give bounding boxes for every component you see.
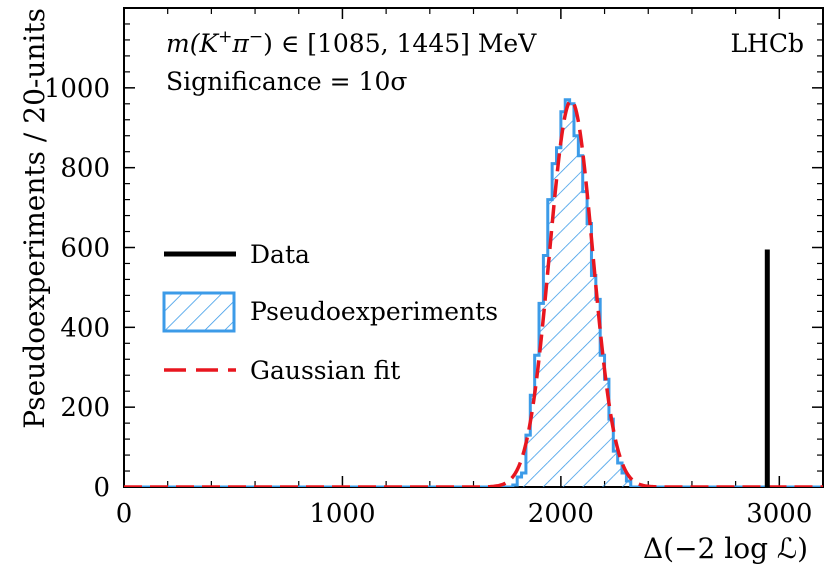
significance-annotation: Significance = 10σ [166,67,407,96]
y-tick-label: 600 [60,234,110,264]
mass-range-annotation: m(K+π−) ∈ [1085, 1445] MeV [166,27,537,58]
x-tick-label: 0 [116,499,133,529]
histogram-bin [626,481,631,487]
histogram-bin [622,473,627,487]
legend-pseudoexperiments-label: Pseudoexperiments [250,297,498,326]
gaussian-fit-curve [124,98,823,487]
histogram-bin [600,355,605,487]
mass-range-prefix: m(K [166,29,219,58]
mass-range-suffix: ) ∈ [1085, 1445] MeV [263,29,537,58]
legend-pseudoexperiments-swatch [162,291,236,333]
histogram-outline [124,98,823,487]
axis-ticks [123,8,823,488]
legend-data-label: Data [250,240,310,269]
y-tick-labels: 0 200 400 600 800 1000 [44,74,110,503]
histogram-bin [569,103,574,487]
histogram-bin [539,303,544,487]
mass-range-pi: π [231,29,249,58]
histogram-bin [556,147,561,487]
x-tick-label: 1000 [309,499,375,529]
legend-gaussian-fit-label: Gaussian fit [250,356,400,385]
y-tick-label: 800 [60,154,110,184]
histogram-bin [617,463,623,487]
x-axis-title: Δ(−2 log ℒ) [643,532,808,565]
histogram-bin [608,419,614,487]
mass-range-sup1: + [218,27,232,47]
histogram-bin [595,299,601,487]
y-tick-label: 400 [60,313,110,343]
mass-range-sup2: − [249,27,263,47]
histogram-bin [530,395,535,487]
lhcb-label: LHCb [730,29,804,58]
histogram-bin [517,477,522,487]
y-tick-label: 200 [60,393,110,423]
histogram-bin [565,99,570,487]
histogram-bin [573,135,579,487]
legend: Data Pseudoexperiments Gaussian fit [162,240,498,385]
histogram-bin [578,155,583,487]
histogram-bin [591,275,596,487]
histogram-bin [613,451,618,487]
histogram-bin [582,191,588,487]
histogram-bin [534,355,540,487]
pseudoexperiments-histogram [124,98,823,487]
histogram-bin [547,199,553,487]
y-tick-label: 0 [93,473,110,503]
x-tick-labels: 0 1000 2000 3000 [116,499,813,529]
histogram-bin [543,255,548,487]
histogram-bin [525,435,531,487]
y-tick-label: 1000 [44,74,110,104]
y-axis-title: Pseudoexperiments / 20-units [18,8,51,429]
x-tick-label: 2000 [528,499,594,529]
histogram-bin [560,111,566,487]
x-tick-label: 3000 [746,499,812,529]
histogram-bin [552,163,557,487]
histogram-bin [587,223,592,487]
histogram-bin [521,473,526,487]
histogram-bin [604,379,609,487]
